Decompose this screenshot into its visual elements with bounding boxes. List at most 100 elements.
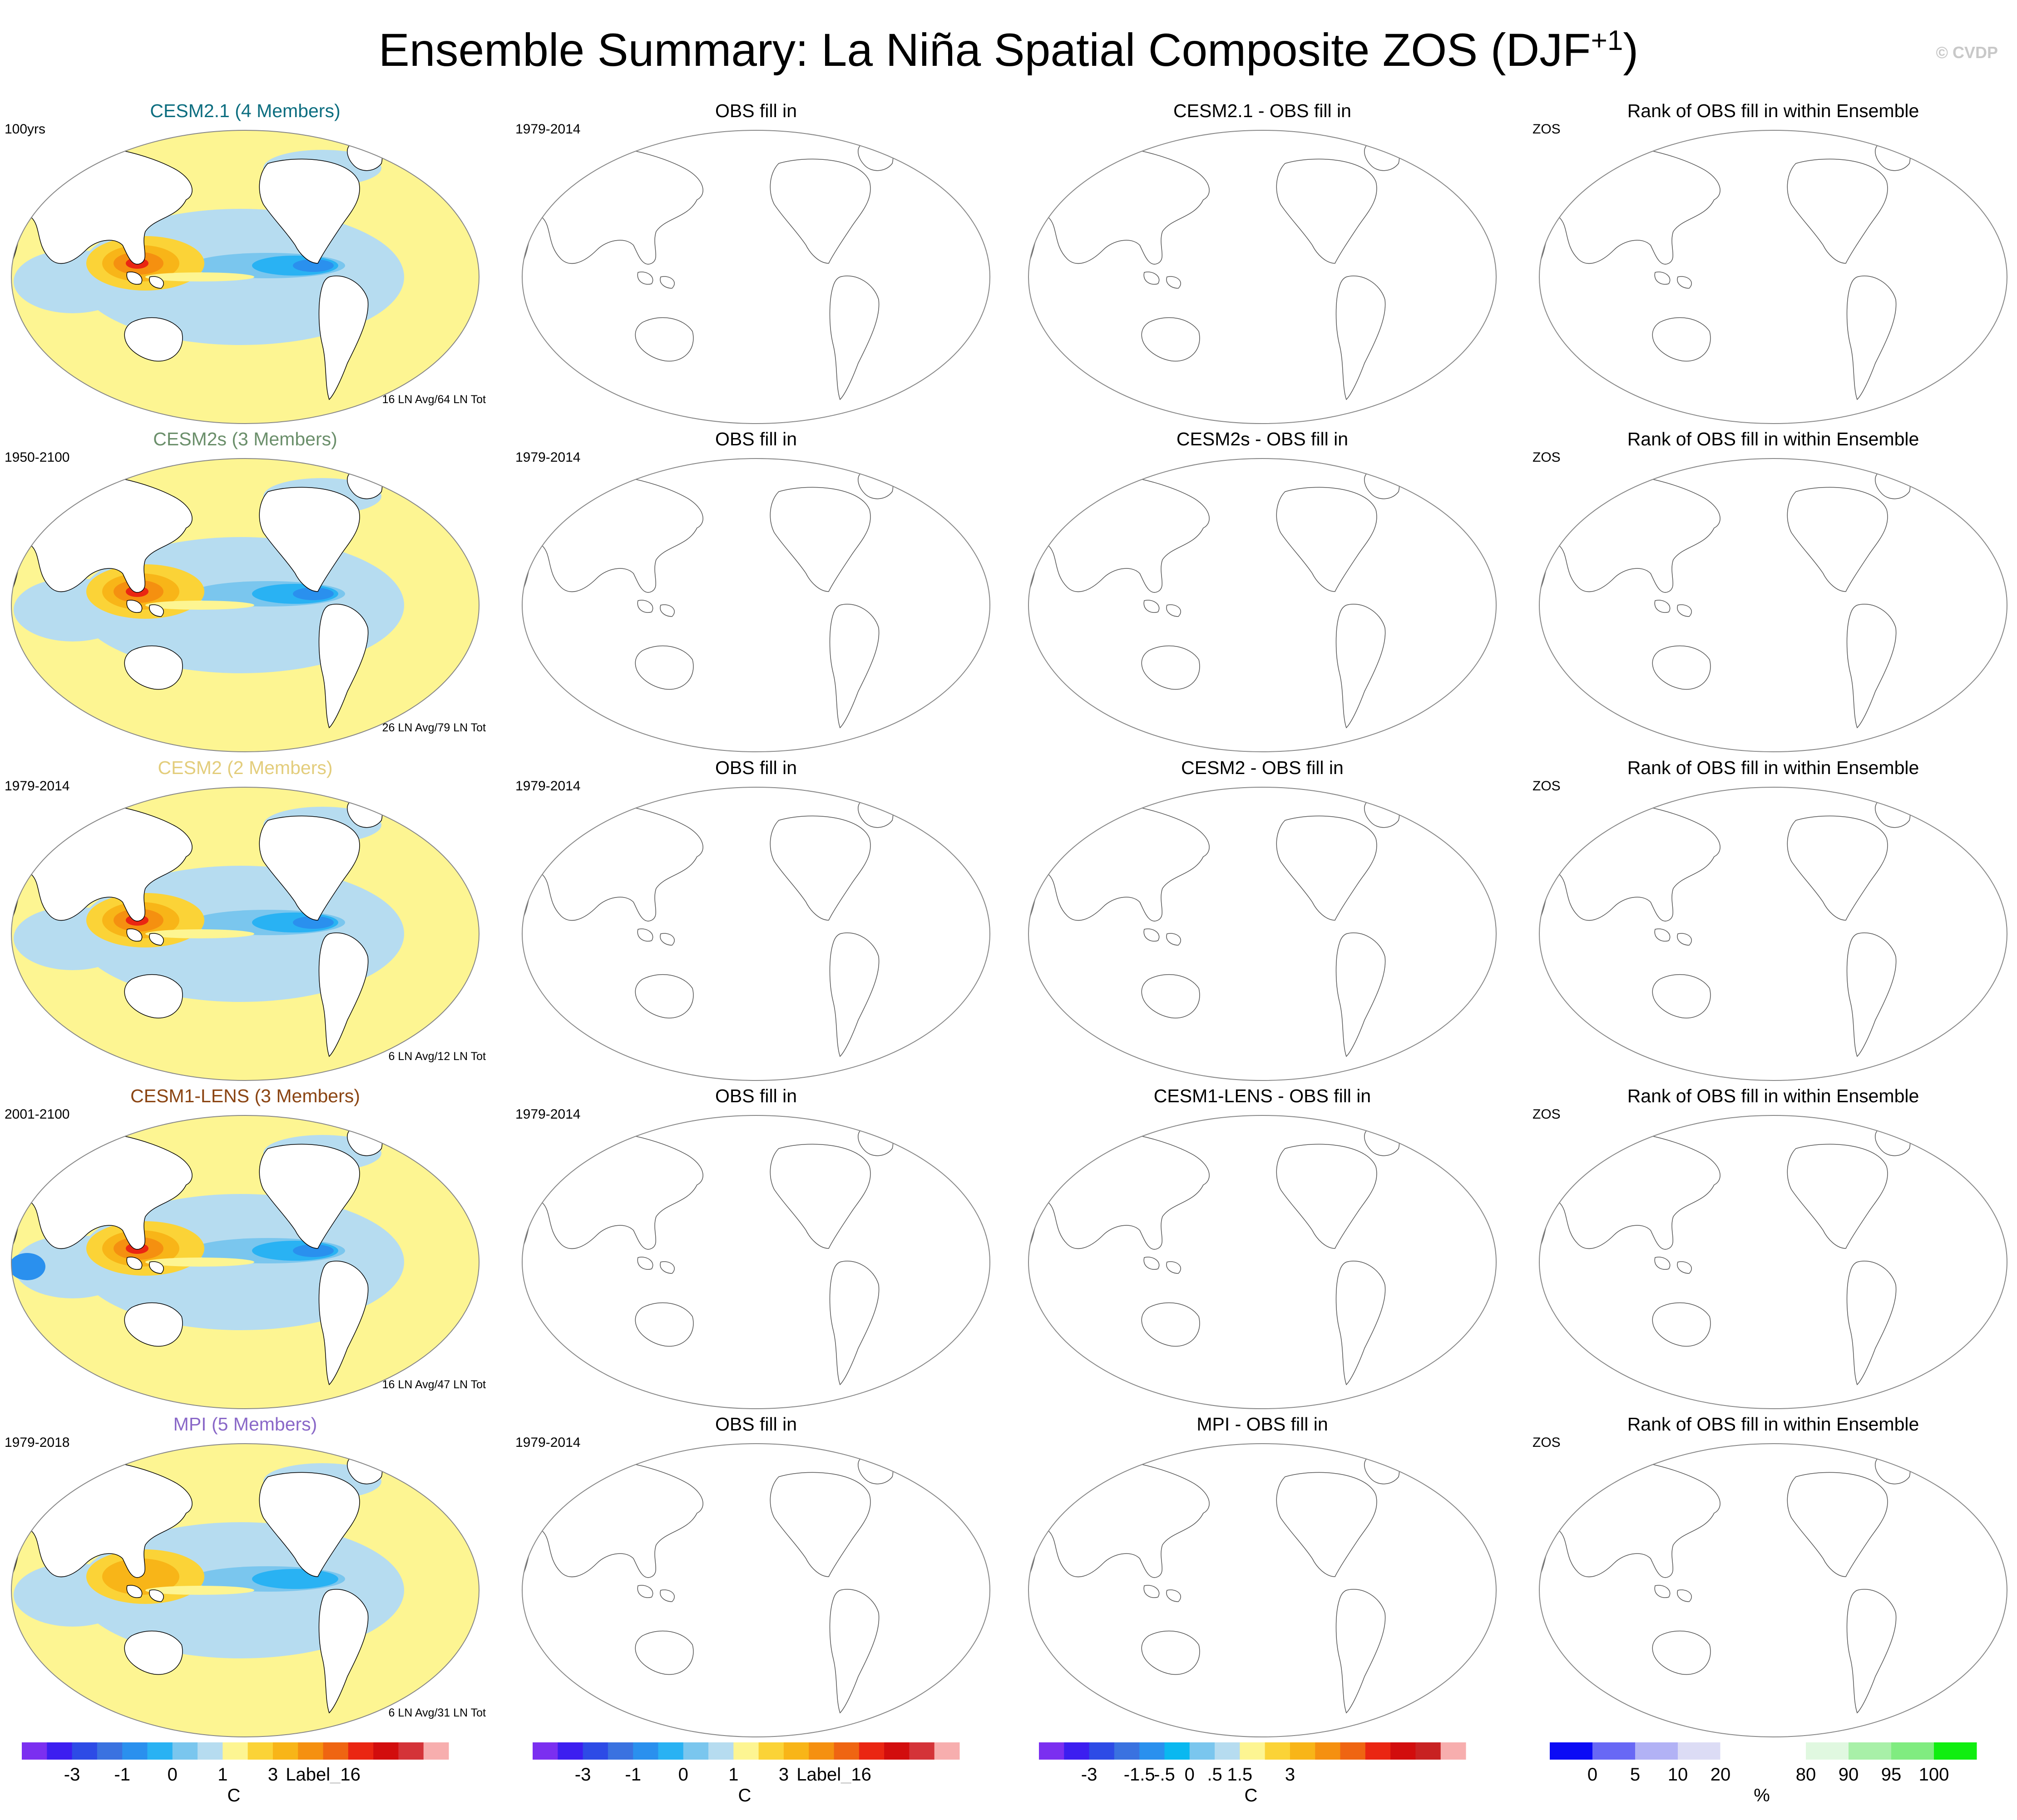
colorbar-swatch — [934, 1742, 960, 1760]
coastline — [1028, 1162, 1043, 1249]
panel-period-label: 1979-2014 — [515, 1107, 581, 1122]
coastline — [1028, 1490, 1043, 1577]
coastline — [1787, 1472, 1888, 1577]
coastline — [1141, 1302, 1200, 1347]
empty-map — [1539, 130, 2007, 424]
empty-map — [1539, 458, 2007, 752]
colorbar-swatch — [1064, 1742, 1090, 1760]
obs-panel: OBS fill in 1979-2014 — [515, 428, 1019, 757]
empty-map — [522, 458, 990, 752]
coastline — [522, 834, 536, 921]
colorbar: -3 -1 0 1 3 Label_16 C — [515, 1742, 1019, 1815]
coastline — [1654, 1585, 1671, 1598]
colorbar-tick-label: 0 — [168, 1765, 178, 1783]
globe-border — [11, 787, 480, 1081]
colorbar-swatches: -3 -1 0 1 3 Label_16 — [533, 1742, 960, 1783]
model-panel: CESM1-LENS (3 Members) 2001-2100 16 LN Avg… — [5, 1085, 509, 1414]
coastline — [1166, 604, 1181, 617]
coastline — [1654, 928, 1671, 942]
composite-map — [11, 1443, 480, 1737]
coastline — [1141, 645, 1200, 690]
coastline — [635, 317, 694, 362]
coastline — [660, 1589, 675, 1602]
panel-title: Rank of OBS fill in within Ensemble — [1627, 757, 1919, 778]
coastline — [1875, 143, 1911, 171]
rank-panel: Rank of OBS fill in within Ensemble ZOS — [1533, 100, 2017, 429]
colorbar-swatch — [733, 1742, 759, 1760]
globe-border — [522, 1443, 990, 1737]
map-content — [11, 130, 479, 424]
coastline — [532, 145, 703, 265]
land-mass — [259, 815, 360, 921]
panel-title: CESM2.1 - OBS fill in — [1173, 100, 1351, 121]
colorbar-swatch — [809, 1742, 835, 1760]
empty-map — [522, 1115, 990, 1409]
obs-panel: OBS fill in 1979-2014 — [515, 757, 1019, 1085]
panel-title: CESM2 (2 Members) — [158, 757, 333, 778]
panel-title: CESM2s - OBS fill in — [1176, 429, 1349, 449]
land-mass — [149, 1589, 164, 1602]
coastline — [1549, 473, 1720, 593]
colorbar-swatch — [97, 1742, 123, 1760]
colorbar-swatch — [198, 1742, 223, 1760]
globe-border — [11, 130, 480, 424]
event-count-label: 26 LN Avg/79 LN Tot — [382, 721, 486, 734]
colorbar-swatch — [423, 1742, 449, 1760]
coastline — [770, 487, 871, 592]
east-pacific-peak — [293, 916, 334, 929]
coastline — [1276, 1144, 1377, 1249]
coastline — [1028, 834, 1043, 921]
coastline — [770, 815, 871, 921]
panel-period-label: 1979-2014 — [515, 779, 581, 794]
colorbar-unit: C — [227, 1785, 241, 1805]
coastline — [1364, 1457, 1400, 1485]
coastline — [1143, 1585, 1160, 1598]
coastline — [1166, 276, 1181, 289]
colorbar-swatch — [834, 1742, 860, 1760]
colorbar-swatch — [72, 1742, 98, 1760]
coastline — [1028, 177, 1043, 264]
globe-border — [1539, 787, 2007, 1081]
model-panel: CESM2 (2 Members) 1979-2014 6 LN Avg/12 LN… — [5, 757, 509, 1085]
coastline — [1364, 143, 1400, 171]
colorbar-tick-label: 20 — [1710, 1765, 1731, 1783]
land-mass — [318, 1589, 369, 1714]
coastline — [1549, 1130, 1720, 1250]
panel-title: OBS fill in — [715, 757, 797, 778]
colorbar-swatch — [172, 1742, 198, 1760]
coastline — [1276, 158, 1377, 264]
coastline — [635, 974, 694, 1019]
panel-title: OBS fill in — [715, 1085, 797, 1106]
colorbar-tick-label: 90 — [1839, 1765, 1859, 1783]
coastline — [532, 473, 703, 593]
land-mass — [124, 974, 183, 1019]
land-mass — [149, 1261, 164, 1274]
colorbar-swatch — [1139, 1742, 1165, 1760]
difference-panel: CESM2s - OBS fill in — [1022, 428, 1526, 757]
coastline — [1539, 834, 1553, 921]
coastline — [1654, 271, 1671, 285]
equatorial-stripe — [145, 601, 254, 610]
globe-border — [1028, 787, 1497, 1081]
colorbar-swatch — [1592, 1742, 1636, 1760]
composite-map — [11, 787, 480, 1081]
colorbar-swatches: -3 -1.5-.5 0 .5 1.5 3 — [1039, 1742, 1466, 1783]
land-mass — [124, 1302, 183, 1347]
map-content — [1539, 1129, 1911, 1386]
land-mass — [124, 1630, 183, 1675]
coastline — [637, 600, 653, 613]
globe-border — [1539, 130, 2007, 424]
colorbar-swatch — [859, 1742, 885, 1760]
colorbar-swatch — [398, 1742, 424, 1760]
colorbar-tick-label: Label_16 — [796, 1765, 871, 1783]
panel-title: MPI (5 Members) — [173, 1414, 317, 1435]
panel-title: Rank of OBS fill in within Ensemble — [1627, 429, 1919, 449]
panel-title: OBS fill in — [715, 1414, 797, 1435]
colorbar-tick-label: Label_16 — [286, 1765, 361, 1783]
empty-map — [1028, 1115, 1497, 1409]
panel-period-label: 100yrs — [5, 122, 46, 137]
coastline — [829, 932, 880, 1057]
globe-border — [522, 1115, 990, 1409]
coastline — [1875, 1457, 1911, 1485]
land-mass — [124, 317, 183, 362]
